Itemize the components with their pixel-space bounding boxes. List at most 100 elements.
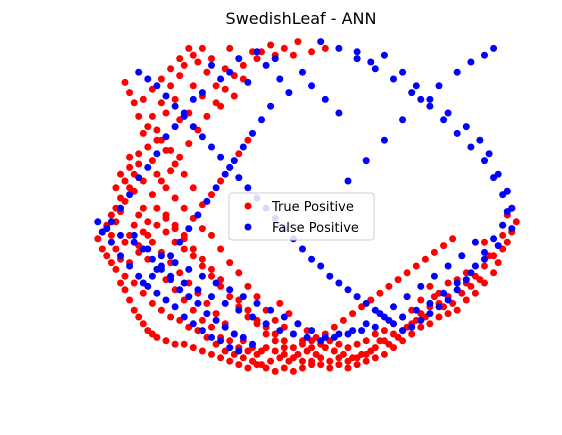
- data-point: [330, 347, 338, 355]
- legend-marker-true-positive: [244, 202, 252, 210]
- data-point: [394, 276, 402, 284]
- data-point: [362, 299, 370, 307]
- data-point: [440, 116, 448, 124]
- data-point: [335, 340, 343, 348]
- data-point: [376, 310, 384, 318]
- data-point: [471, 238, 479, 246]
- data-point: [162, 184, 170, 192]
- data-point: [235, 55, 243, 63]
- data-point: [481, 255, 488, 263]
- data-point: [353, 354, 361, 362]
- data-point: [235, 306, 243, 314]
- data-point: [262, 344, 270, 352]
- data-point: [157, 75, 165, 83]
- data-point: [189, 344, 197, 352]
- data-point: [221, 299, 229, 307]
- data-point: [244, 184, 252, 192]
- data-point: [417, 323, 425, 331]
- data-point: [148, 112, 156, 120]
- data-point: [262, 330, 270, 338]
- data-point: [180, 279, 188, 287]
- data-point: [376, 289, 384, 297]
- data-point: [380, 327, 388, 335]
- data-point: [326, 272, 334, 280]
- data-point: [189, 123, 197, 131]
- data-point: [112, 184, 120, 192]
- data-point: [490, 269, 498, 277]
- data-point: [235, 269, 243, 277]
- data-point: [353, 55, 361, 63]
- data-point: [321, 95, 329, 103]
- data-point: [244, 136, 252, 144]
- data-point: [144, 75, 152, 83]
- data-point: [198, 44, 206, 52]
- data-point: [171, 303, 179, 311]
- data-point: [253, 55, 261, 63]
- data-point: [208, 272, 215, 280]
- data-point: [462, 123, 470, 131]
- data-point: [299, 364, 306, 372]
- data-point: [117, 204, 124, 212]
- data-point: [139, 129, 147, 137]
- data-point: [317, 337, 325, 345]
- data-point: [171, 259, 179, 267]
- data-point: [485, 150, 493, 158]
- data-point: [453, 279, 461, 287]
- data-point: [94, 235, 102, 243]
- data-point: [330, 333, 338, 341]
- data-point: [308, 344, 316, 352]
- data-point: [203, 310, 211, 318]
- data-point: [171, 102, 179, 110]
- data-point: [308, 82, 316, 90]
- data-point: [212, 279, 220, 287]
- data-point: [212, 316, 220, 324]
- data-point: [344, 344, 352, 352]
- data-point: [481, 248, 488, 256]
- data-point: [371, 344, 379, 352]
- data-point: [435, 82, 443, 90]
- data-point: [244, 282, 252, 290]
- data-point: [317, 354, 325, 362]
- data-point: [453, 306, 461, 314]
- data-point: [499, 231, 507, 239]
- data-point: [399, 116, 407, 124]
- data-point: [180, 340, 188, 348]
- data-point: [239, 61, 247, 69]
- data-point: [276, 327, 284, 335]
- data-point: [167, 252, 175, 260]
- data-point: [162, 228, 170, 236]
- data-point: [499, 221, 507, 229]
- data-point: [294, 320, 302, 328]
- data-point: [208, 55, 215, 63]
- data-point: [444, 279, 452, 287]
- data-point: [426, 299, 434, 307]
- data-point: [167, 272, 175, 280]
- data-point: [271, 367, 279, 375]
- data-point: [494, 259, 502, 267]
- data-point: [239, 333, 247, 341]
- data-point: [226, 68, 234, 76]
- data-point: [176, 286, 184, 294]
- data-point: [130, 99, 138, 107]
- data-point: [481, 157, 488, 165]
- data-point: [276, 75, 284, 83]
- data-point: [417, 95, 425, 103]
- data-point: [481, 238, 488, 246]
- data-point: [471, 289, 479, 297]
- data-point: [353, 340, 361, 348]
- data-point: [271, 347, 279, 355]
- data-point: [189, 252, 197, 260]
- data-point: [171, 95, 179, 103]
- data-point: [198, 255, 206, 263]
- data-point: [417, 316, 425, 324]
- data-point: [481, 262, 488, 270]
- data-point: [208, 333, 215, 341]
- data-point: [139, 279, 147, 287]
- data-point: [440, 289, 448, 297]
- data-point: [262, 61, 270, 69]
- data-point: [385, 316, 393, 324]
- data-point: [426, 102, 434, 110]
- data-point: [176, 55, 184, 63]
- data-point: [121, 272, 129, 280]
- data-point: [198, 89, 206, 97]
